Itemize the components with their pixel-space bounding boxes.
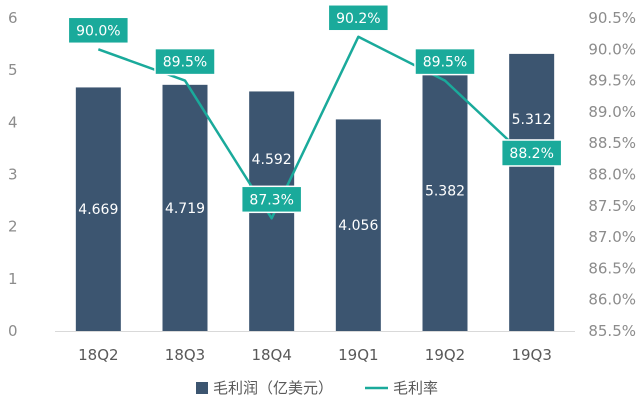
right-tick-label: 87.5%	[588, 197, 636, 215]
legend-item-line: 毛利率	[365, 379, 438, 397]
bar-value-label: 4.056	[338, 218, 378, 234]
bar-value-label: 4.592	[252, 152, 292, 168]
line-value-label: 88.2%	[500, 139, 563, 167]
bar-value-label: 5.312	[512, 112, 552, 128]
bar-value-labels: 4.669 4.719 4.592 4.056 5.382 5.312	[78, 112, 551, 234]
line-value-label-text: 88.2%	[509, 146, 553, 162]
left-tick-label: 2	[8, 218, 18, 236]
bar	[422, 50, 468, 331]
bar-series	[75, 50, 555, 332]
legend-label-line: 毛利率	[393, 379, 438, 397]
bar	[75, 87, 121, 331]
left-tick-label: 5	[8, 61, 18, 79]
legend-label-bar: 毛利润（亿美元）	[213, 379, 333, 397]
line-value-label-text: 87.3%	[249, 192, 293, 208]
category-labels: 18Q2 18Q3 18Q4 19Q1 19Q2 19Q3	[78, 346, 552, 364]
bar	[509, 53, 555, 332]
line-value-labels: 90.0% 89.5% 87.3% 90.2% 89.5% 88.2%	[67, 4, 563, 214]
line-value-label: 90.2%	[327, 4, 390, 32]
bar-value-label: 4.669	[78, 202, 118, 218]
line-value-label-text: 89.5%	[163, 55, 207, 71]
category-label: 19Q1	[338, 346, 378, 364]
line-value-label: 89.5%	[154, 47, 216, 76]
line-value-label-box	[67, 16, 130, 45]
right-tick-label: 89.5%	[588, 72, 636, 90]
category-label: 18Q3	[165, 346, 205, 364]
line-value-label-box	[327, 4, 390, 32]
line-value-label-box	[414, 47, 476, 76]
category-label: 18Q4	[251, 346, 291, 364]
bar-value-label: 5.382	[425, 184, 465, 200]
right-tick-label: 89.0%	[588, 103, 636, 121]
right-tick-label: 86.5%	[588, 259, 636, 277]
right-tick-label: 88.5%	[588, 134, 636, 152]
line-value-label-box	[154, 47, 216, 76]
right-tick-label: 90.5%	[588, 9, 636, 27]
left-tick-label: 4	[8, 113, 18, 131]
line-value-label-text: 90.0%	[76, 23, 120, 39]
right-tick-label: 90.0%	[588, 40, 636, 58]
left-tick-label: 1	[8, 270, 18, 288]
right-tick-label: 85.5%	[588, 322, 636, 340]
line-value-label-text: 90.2%	[336, 11, 380, 27]
category-label: 19Q2	[425, 346, 465, 364]
left-tick-label: 0	[8, 322, 18, 340]
line-value-label: 89.5%	[414, 47, 476, 76]
left-tick-label: 3	[8, 166, 18, 184]
category-label: 19Q3	[511, 346, 551, 364]
line-value-label: 87.3%	[240, 185, 303, 214]
legend-swatch-bar	[196, 382, 208, 394]
line-series	[97, 35, 533, 220]
bar	[335, 119, 381, 331]
bar	[162, 84, 208, 331]
line-value-label-text: 89.5%	[423, 55, 467, 71]
line-path	[97, 35, 533, 220]
category-label: 18Q2	[78, 346, 118, 364]
right-axis-ticks: 85.5% 86.0% 86.5% 87.0% 87.5% 88.0% 88.5% 89.0%…	[588, 9, 636, 340]
legend: 毛利润（亿美元） 毛利率	[196, 379, 438, 397]
right-tick-label: 88.0%	[588, 166, 636, 184]
bar-value-label: 4.719	[165, 201, 205, 217]
line-value-label: 90.0%	[67, 16, 130, 45]
left-tick-label: 6	[8, 9, 18, 27]
right-tick-label: 86.0%	[588, 291, 636, 309]
left-axis-ticks: 0 1 2 3 4 5 6	[8, 9, 18, 340]
line-value-label-box	[500, 139, 563, 167]
right-tick-label: 87.0%	[588, 228, 636, 246]
line-value-label-box	[240, 185, 303, 214]
legend-item-bar: 毛利润（亿美元）	[196, 379, 333, 397]
